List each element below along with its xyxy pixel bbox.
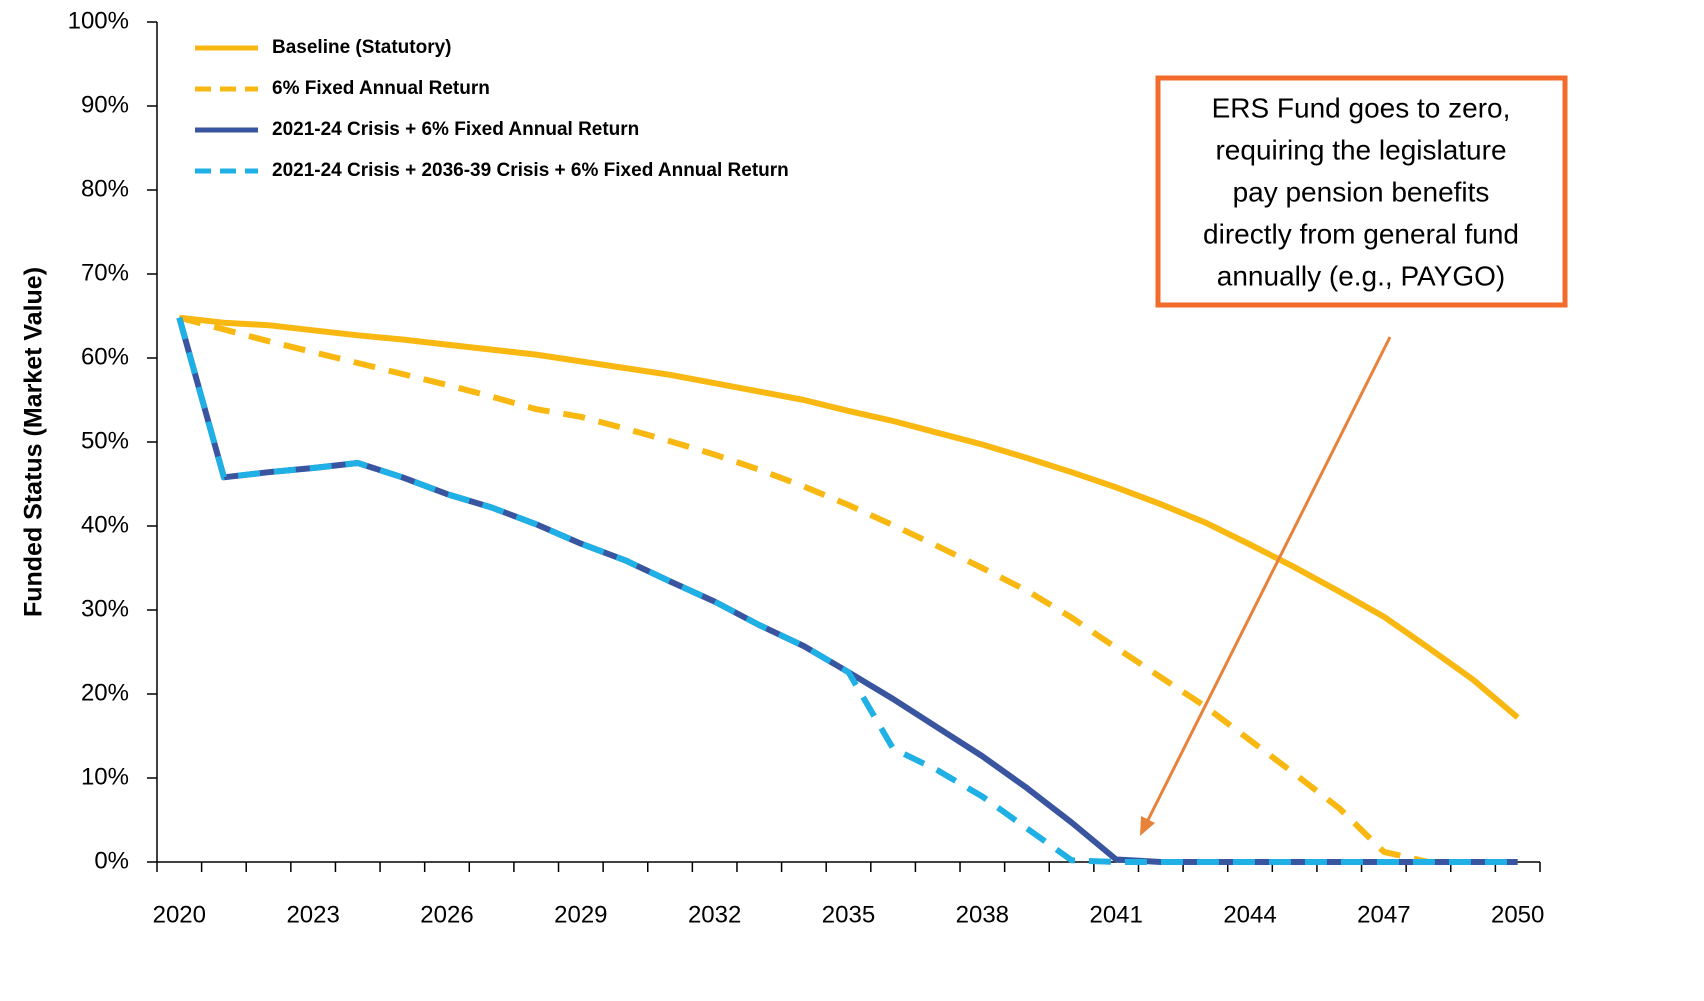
y-tick-label: 30% (81, 595, 129, 622)
y-tick-label: 50% (81, 427, 129, 454)
y-axis-label: Funded Status (Market Value) (20, 267, 48, 617)
arrow-head (1140, 816, 1155, 836)
x-tick-label: 2041 (1089, 901, 1142, 928)
series-line (176, 316, 1518, 865)
legend-label: 2021-24 Crisis + 2036-39 Crisis + 6% Fix… (272, 160, 789, 181)
y-tick-label: 70% (81, 259, 129, 286)
y-tick-label: 80% (81, 175, 129, 202)
y-tick-label: 90% (81, 91, 129, 118)
annotation-arrow (1144, 336, 1392, 825)
y-tick-label: 20% (81, 679, 129, 706)
x-tick-label: 2023 (286, 901, 339, 928)
x-tick-label: 2020 (153, 901, 206, 928)
legend-label: Baseline (Statutory) (272, 37, 451, 58)
y-tick-label: 100% (68, 7, 129, 34)
x-tick-label: 2029 (554, 901, 607, 928)
x-tick-label: 2038 (956, 901, 1009, 928)
y-tick-label: 10% (81, 763, 129, 790)
annotation-text: annually (e.g., PAYGO) (1217, 260, 1505, 291)
x-tick-label: 2050 (1491, 901, 1544, 928)
legend-label: 6% Fixed Annual Return (272, 78, 490, 99)
series-line (178, 314, 1518, 865)
annotation-box (1155, 75, 1568, 308)
y-tick-label: 0% (94, 847, 129, 874)
annotation-text: ERS Fund goes to zero, (1212, 92, 1511, 123)
series-line (178, 314, 1520, 720)
y-tick-label: 40% (81, 511, 129, 538)
annotation-text: pay pension benefits (1233, 176, 1490, 207)
x-tick-label: 2047 (1357, 901, 1410, 928)
x-tick-label: 2026 (420, 901, 473, 928)
x-tick-label: 2035 (822, 901, 875, 928)
legend-label: 2021-24 Crisis + 6% Fixed Annual Return (272, 119, 639, 140)
annotation-text: requiring the legislature (1215, 134, 1506, 165)
annotation-text: directly from general fund (1203, 218, 1519, 249)
x-tick-label: 2044 (1223, 901, 1276, 928)
x-tick-label: 2032 (688, 901, 741, 928)
series-line (176, 316, 1518, 865)
y-tick-label: 60% (81, 343, 129, 370)
